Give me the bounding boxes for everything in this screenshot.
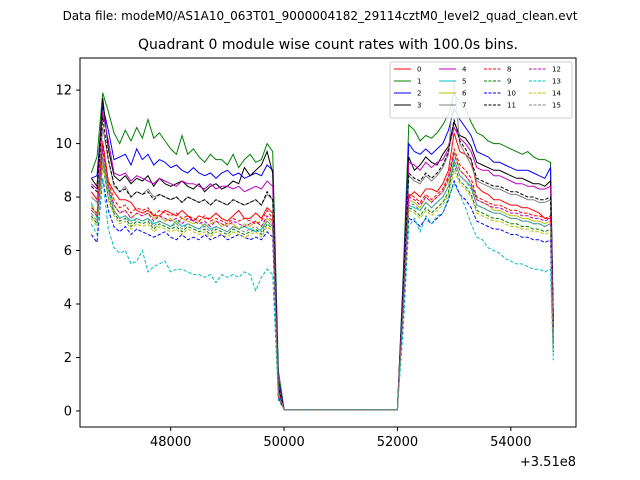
legend-label-13: 13 <box>552 78 561 86</box>
legend-label-7: 7 <box>462 102 466 110</box>
series-line-9 <box>90 163 554 411</box>
y-tick-label: 10 <box>55 137 72 152</box>
legend-label-0: 0 <box>417 66 421 74</box>
x-tick-label: 48000 <box>150 435 191 450</box>
y-axis: 0 2 4 6 8 10 12 <box>55 84 80 419</box>
legend-label-15: 15 <box>552 102 561 110</box>
legend-item-5: 5 <box>439 78 466 86</box>
y-tick-label: 6 <box>64 244 72 259</box>
x-offset-label: +3.51e8 <box>520 455 576 470</box>
y-tick-label: 4 <box>64 298 72 313</box>
legend-item-6: 6 <box>439 90 467 98</box>
y-tick-label: 2 <box>64 351 72 366</box>
legend-label-2: 2 <box>417 90 421 98</box>
legend-label-1: 1 <box>417 78 421 86</box>
legend-label-12: 12 <box>552 66 561 74</box>
legend-item-2: 2 <box>394 90 421 98</box>
legend-item-4: 4 <box>439 66 467 74</box>
legend-item-9: 9 <box>484 78 511 86</box>
legend-item-14: 14 <box>529 90 561 98</box>
legend-item-8: 8 <box>484 66 511 74</box>
legend-label-4: 4 <box>462 66 467 74</box>
plot-area <box>90 79 554 411</box>
x-axis: 48000 50000 52000 54000 <box>150 427 531 450</box>
legend-label-14: 14 <box>552 90 561 98</box>
legend-label-3: 3 <box>417 102 421 110</box>
legend-item-7: 7 <box>439 102 466 110</box>
legend-label-11: 11 <box>507 102 516 110</box>
chart-title: Quadrant 0 module wise count rates with … <box>138 37 518 53</box>
legend-frame <box>389 61 573 119</box>
legend-item-1: 1 <box>394 78 421 86</box>
legend-label-6: 6 <box>462 90 467 98</box>
series-line-8 <box>90 140 554 411</box>
figure-suptitle: Data file: modeM0/AS1A10_063T01_90000041… <box>63 9 578 23</box>
legend-label-9: 9 <box>507 78 511 86</box>
series-line-10 <box>90 178 554 411</box>
x-tick-label: 52000 <box>377 435 418 450</box>
series-line-15 <box>90 156 554 411</box>
axes-frame <box>79 57 577 428</box>
legend-label-5: 5 <box>462 78 466 86</box>
legend-item-0: 0 <box>394 66 421 74</box>
legend-item-15: 15 <box>529 102 561 110</box>
legend-item-10: 10 <box>484 90 516 98</box>
y-tick-label: 12 <box>55 84 72 99</box>
y-tick-label: 0 <box>64 404 72 419</box>
y-tick-label: 8 <box>64 191 72 206</box>
legend-label-8: 8 <box>507 66 511 74</box>
legend-item-13: 13 <box>529 78 561 86</box>
legend-item-12: 12 <box>529 66 561 74</box>
x-tick-label: 50000 <box>263 435 304 450</box>
legend-item-3: 3 <box>394 102 421 110</box>
series-line-13 <box>90 178 554 411</box>
x-tick-label: 54000 <box>490 435 531 450</box>
legend-label-10: 10 <box>507 90 516 98</box>
legend-item-11: 11 <box>484 102 516 110</box>
